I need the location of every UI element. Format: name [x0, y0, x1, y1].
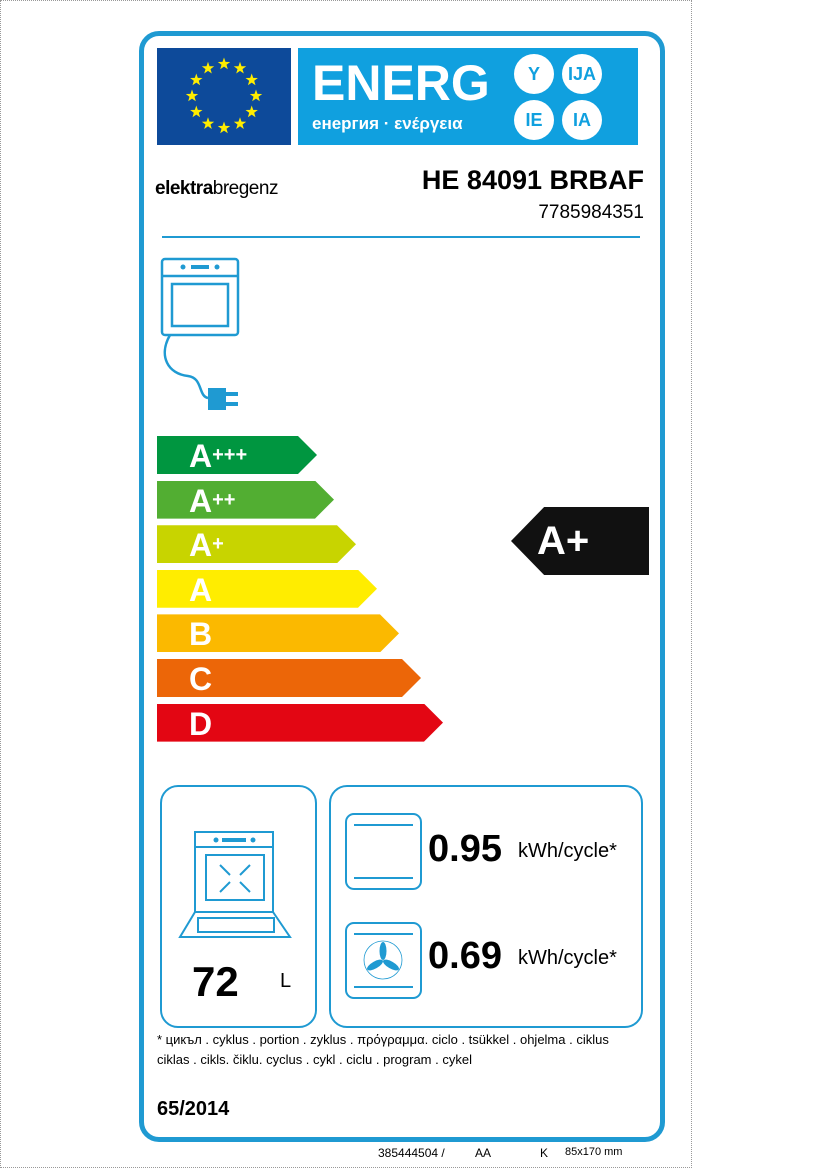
scale-plus: ++: [212, 488, 236, 511]
scale-label: A: [189, 527, 213, 564]
scale-label: B: [189, 616, 213, 653]
star-icon: [201, 117, 215, 129]
label-size: 85x170 mm: [565, 1146, 623, 1158]
label-frame: [139, 31, 665, 1142]
footnote-line: * цикъл . cyklus . portion . zyklus . πρ…: [157, 1032, 609, 1047]
star-icon: [217, 121, 231, 134]
scale-bar-ap: A+: [157, 525, 356, 563]
star-icon: [201, 61, 215, 74]
energ-subtitle: енергия · ενέργεια: [312, 114, 463, 133]
scale-bar-a: A: [157, 570, 377, 608]
brand-part1: elektra: [155, 178, 213, 199]
print-code: AA: [475, 1146, 492, 1160]
scale-label: A: [189, 438, 213, 474]
lang-circle: IA: [562, 100, 602, 140]
volume-box: [160, 785, 317, 1028]
scale-label: A: [189, 571, 213, 608]
energ-title: ENERG: [312, 55, 490, 111]
star-icon: [249, 89, 263, 102]
brand-logo: elektrabregenz: [155, 178, 278, 200]
model-name: HE 84091 BRBAF: [421, 165, 644, 195]
star-icon: [217, 57, 231, 70]
scale-label: C: [189, 661, 213, 697]
star-icon: [190, 73, 203, 86]
lang-circle: IJA: [562, 54, 602, 94]
star-icon: [245, 73, 258, 86]
lang-circle: Y: [514, 54, 554, 94]
energy-header: ENERG енергия · ενέργεια Y IJA IE IA: [298, 48, 638, 145]
print-code: K: [540, 1146, 549, 1160]
conventional-oven-icon: [345, 813, 422, 890]
volume-unit: L: [280, 970, 292, 992]
scale-bar-d: D: [157, 704, 443, 742]
page-border: [0, 0, 692, 1168]
scale-label: A: [189, 482, 213, 519]
oven-volume-icon: [178, 831, 292, 938]
footnote-line: ciklas . cikls. čiklu. cyclus . cykl . c…: [157, 1052, 472, 1067]
scale-plus: +: [212, 533, 224, 556]
consumption-box: [329, 785, 643, 1028]
electric-oven-icon: [160, 257, 240, 410]
consumption-unit: kWh/cycle*: [518, 840, 617, 862]
scale-bar-appp: A+++: [157, 436, 317, 474]
scale-plus: +++: [212, 444, 248, 466]
regulation-number: 65/2014: [157, 1098, 230, 1120]
star-icon: [233, 117, 247, 129]
print-number: 385444504 /: [378, 1146, 445, 1160]
volume-value: 72: [192, 958, 239, 1005]
scale-bar-b: B: [157, 614, 399, 652]
consumption-unit: kWh/cycle*: [518, 947, 617, 969]
fan-oven-icon: [345, 922, 422, 999]
lang-circle: IE: [514, 100, 554, 140]
star-icon: [233, 61, 247, 74]
scale-bar-c: C: [157, 659, 421, 697]
consumption-value: 0.69: [428, 935, 502, 977]
product-code: 7785984351: [538, 202, 644, 223]
star-icon: [185, 89, 199, 102]
scale-label: D: [189, 705, 213, 742]
energy-rating-arrow: A+: [511, 507, 649, 575]
scale-bar-app: A++: [157, 481, 334, 519]
brand-part2: bregenz: [212, 178, 279, 199]
star-icon: [245, 105, 258, 118]
eu-flag-icon: [157, 48, 291, 145]
consumption-value: 0.95: [428, 828, 502, 870]
star-icon: [190, 105, 203, 118]
divider: [162, 236, 640, 238]
